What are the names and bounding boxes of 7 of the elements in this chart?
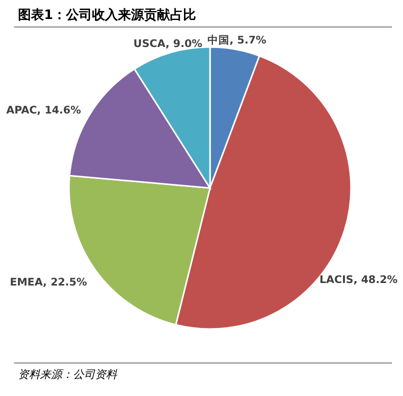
slice-label: EMEA, 22.5% [10, 276, 88, 289]
slice-label: LACIS, 48.2% [319, 274, 398, 286]
text: 资料来源：公司资料 [18, 368, 118, 381]
slice-label: 中国, 5.7% [208, 33, 267, 46]
slice-label: USCA, 9.0% [133, 38, 203, 50]
chart-title: 图表1：公司收入来源贡献占比 [18, 7, 196, 23]
slice-label: APAC, 14.6% [6, 104, 82, 117]
